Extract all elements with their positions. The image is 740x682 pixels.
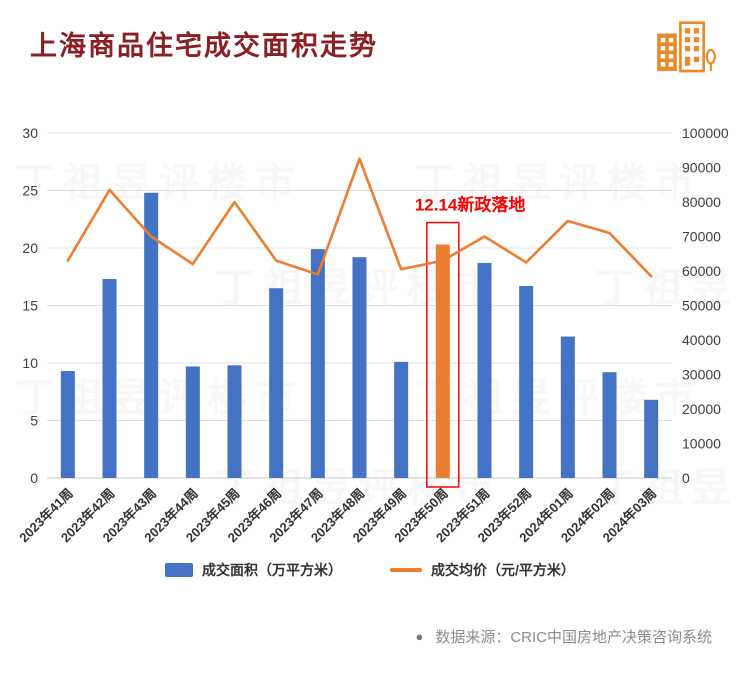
y-axis-label-right: 0	[682, 470, 690, 486]
bar	[144, 192, 159, 479]
building-icon	[657, 21, 716, 73]
bar	[102, 279, 117, 478]
line-series-swatch	[390, 568, 423, 572]
bar	[519, 285, 534, 478]
y-axis-label-right: 100000	[682, 125, 729, 141]
highlighted-bar	[435, 244, 450, 478]
bar	[269, 288, 284, 478]
y-axis-label-left: 20	[22, 240, 38, 256]
bar	[227, 365, 242, 478]
y-axis-label-right: 10000	[682, 436, 721, 452]
bar	[560, 336, 575, 478]
tree-icon	[705, 48, 716, 72]
y-axis-label-right: 20000	[682, 401, 721, 417]
bar	[310, 249, 325, 478]
combo-chart: 0 5 10 15 20 25 30 0 10000 20000 30000 40000 50000 60…	[16, 125, 729, 545]
y-axis-label-left: 15	[22, 298, 38, 314]
annotation-box	[426, 221, 460, 488]
y-axis-label-left: 30	[22, 125, 38, 141]
right-tower-windows	[684, 28, 700, 66]
legend-item-area: 成交面积（万平方米）	[165, 560, 342, 580]
legend: 成交面积（万平方米） 成交均价（元/平方米）	[0, 560, 740, 580]
right-tower	[679, 21, 706, 73]
left-tower-windows	[660, 37, 674, 67]
bar	[352, 257, 367, 478]
y-axis-label-right: 50000	[682, 298, 721, 314]
y-axis-label-left: 0	[30, 470, 38, 486]
bullet-icon: ●	[415, 629, 424, 644]
y-axis-label-left: 10	[22, 355, 38, 371]
bar-series-swatch	[165, 563, 194, 577]
bar	[644, 399, 659, 478]
legend-item-price: 成交均价（元/平方米）	[390, 560, 575, 580]
annotation-text: 12.14新政落地	[415, 195, 526, 215]
data-source: 数据来源：CRIC中国房地产决策咨询系统	[435, 629, 712, 646]
chart: 0 5 10 15 20 25 30 0 10000 20000 30000 40000 50000 60…	[0, 100, 740, 562]
footer: ● 数据来源：CRIC中国房地产决策咨询系统	[415, 626, 712, 647]
bar	[394, 361, 409, 478]
legend-label-price: 成交均价（元/平方米）	[431, 562, 575, 578]
y-axis-label-right: 80000	[682, 194, 721, 210]
y-axis-label-left: 5	[30, 413, 38, 429]
y-axis-label-right: 90000	[682, 160, 721, 176]
left-tower	[657, 33, 677, 72]
bar	[60, 371, 75, 478]
y-axis-label-right: 30000	[682, 367, 721, 383]
price-line	[66, 157, 653, 278]
legend-label-area: 成交面积（万平方米）	[202, 562, 343, 578]
bar	[477, 262, 492, 478]
bar	[602, 372, 617, 478]
y-axis-label-left: 25	[22, 183, 38, 199]
bar	[185, 366, 200, 478]
y-axis-label-right: 70000	[682, 229, 721, 245]
page-title: 上海商品住宅成交面积走势	[30, 31, 378, 61]
y-axis-label-right: 60000	[682, 263, 721, 279]
y-axis-label-right: 40000	[682, 332, 721, 348]
